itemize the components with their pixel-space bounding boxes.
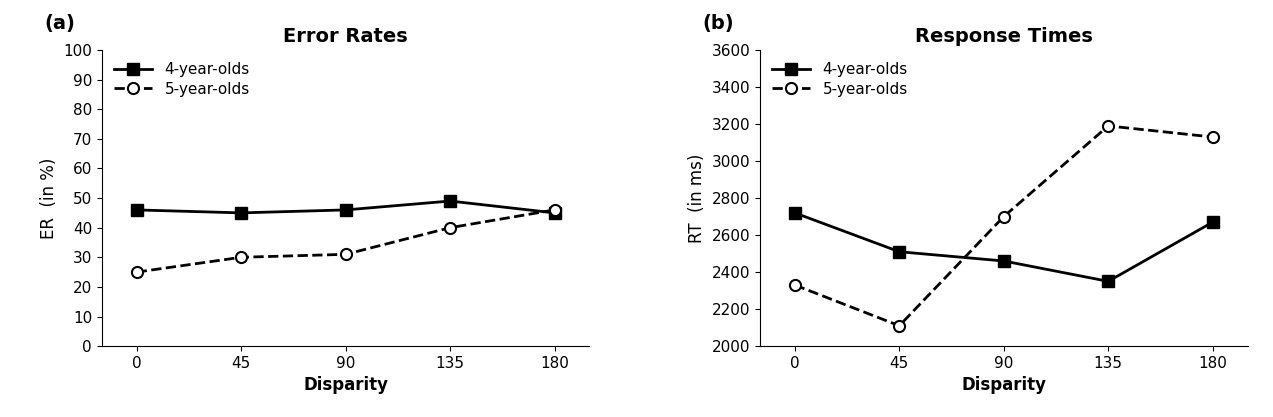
4-year-olds — [1206, 220, 1221, 225]
Title: Error Rates: Error Rates — [283, 27, 407, 46]
Text: (a): (a) — [45, 14, 75, 33]
5-year-olds — [891, 323, 906, 328]
5-year-olds — [787, 283, 802, 288]
Line: 4-year-olds: 4-year-olds — [131, 196, 560, 219]
Y-axis label: RT  (in ms): RT (in ms) — [687, 153, 707, 243]
5-year-olds — [547, 207, 563, 212]
Line: 5-year-olds: 5-year-olds — [789, 121, 1218, 332]
X-axis label: Disparity: Disparity — [961, 377, 1046, 394]
4-year-olds — [443, 198, 458, 203]
Legend: 4-year-olds, 5-year-olds: 4-year-olds, 5-year-olds — [109, 58, 255, 101]
5-year-olds — [443, 225, 458, 230]
5-year-olds — [337, 252, 353, 257]
5-year-olds — [233, 255, 248, 260]
4-year-olds — [129, 207, 144, 212]
4-year-olds — [233, 211, 248, 216]
5-year-olds — [997, 214, 1012, 219]
Title: Response Times: Response Times — [915, 27, 1092, 46]
Y-axis label: ER  (in %): ER (in %) — [39, 157, 57, 239]
4-year-olds — [1101, 279, 1116, 284]
4-year-olds — [547, 211, 563, 216]
Text: (b): (b) — [703, 14, 735, 33]
Line: 5-year-olds: 5-year-olds — [131, 204, 560, 278]
4-year-olds — [787, 211, 802, 216]
5-year-olds — [129, 270, 144, 275]
4-year-olds — [997, 259, 1012, 264]
5-year-olds — [1206, 135, 1221, 140]
Legend: 4-year-olds, 5-year-olds: 4-year-olds, 5-year-olds — [768, 58, 913, 101]
4-year-olds — [891, 249, 906, 254]
Line: 4-year-olds: 4-year-olds — [789, 207, 1218, 287]
X-axis label: Disparity: Disparity — [303, 377, 388, 394]
4-year-olds — [337, 207, 353, 212]
5-year-olds — [1101, 123, 1116, 128]
